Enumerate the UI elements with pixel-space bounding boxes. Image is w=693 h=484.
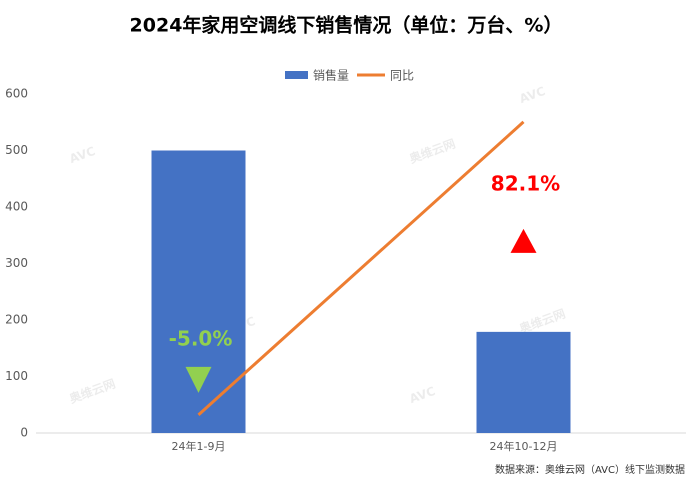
x-tick-label: 24年10-12月 xyxy=(490,439,558,453)
value-label: -5.0% xyxy=(169,326,233,350)
watermark: AVC xyxy=(517,84,547,106)
watermark: AVC xyxy=(407,384,437,406)
line xyxy=(197,120,525,416)
x-tick-label: 24年1-9月 xyxy=(172,439,226,453)
legend-label: 同比 xyxy=(390,69,414,83)
y-tick-label: 400 xyxy=(5,200,28,214)
watermark: 奥维云网 xyxy=(517,306,567,337)
trend-arrow xyxy=(185,366,212,393)
legend-label: 销售量 xyxy=(313,68,349,83)
y-tick-label: 600 xyxy=(5,87,28,101)
legend-swatch xyxy=(285,71,308,79)
y-tick-label: 300 xyxy=(5,256,28,270)
y-tick-label: 200 xyxy=(5,313,28,327)
y-tick-label: 500 xyxy=(5,143,28,157)
trend-arrow xyxy=(510,228,537,253)
watermark: AVC xyxy=(67,144,97,166)
bar xyxy=(476,331,571,433)
chart-title: 2024年家用空调线下销售情况（单位：万台、%） xyxy=(130,14,563,37)
watermark: 奥维云网 xyxy=(67,376,117,407)
value-label: 82.1% xyxy=(491,171,560,195)
watermark: 奥维云网 xyxy=(407,136,457,167)
y-tick-label: 100 xyxy=(5,369,28,383)
source-note: 数据来源：奥维云网（AVC）线下监测数据 xyxy=(495,463,685,476)
y-tick-label: 0 xyxy=(20,426,28,440)
